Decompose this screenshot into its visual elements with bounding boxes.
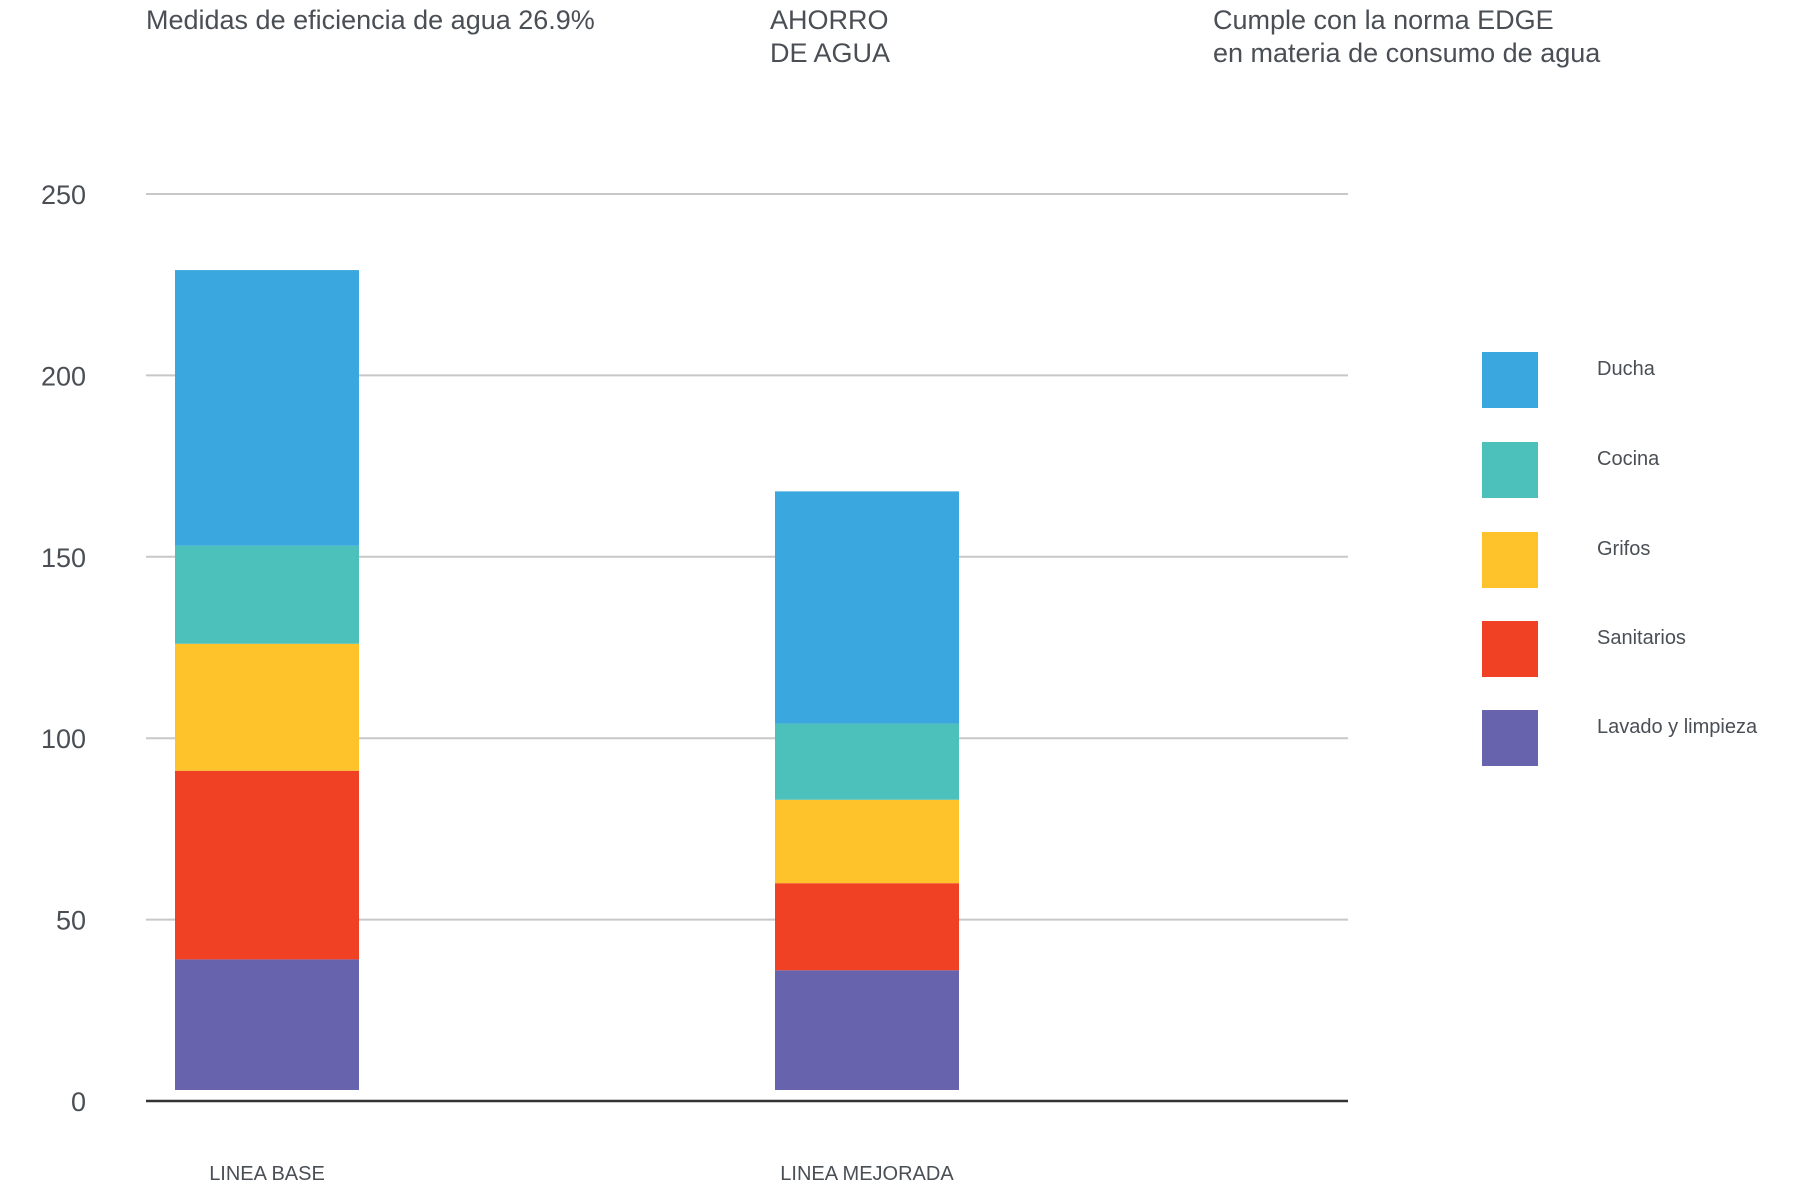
- water-savings-heading: AHORRO DE AGUA: [770, 5, 891, 68]
- y-tick-label: 250: [41, 180, 86, 210]
- y-tick-label: 150: [41, 543, 86, 573]
- bar-segment-sanitarios: [175, 770, 359, 960]
- legend-label: Cocina: [1597, 448, 1660, 470]
- legend-label: Ducha: [1597, 358, 1656, 380]
- x-axis-categories: LINEA BASE LINEA MEJORADA: [209, 1163, 954, 1185]
- efficiency-heading: Medidas de eficiencia de agua 26.9%: [146, 5, 595, 35]
- bar-segment-grifos: [775, 799, 959, 884]
- legend-swatch: [1482, 710, 1538, 766]
- y-tick-label: 50: [56, 906, 86, 936]
- legend-label: Lavado y limpieza: [1597, 716, 1758, 738]
- legend-swatch: [1482, 621, 1538, 677]
- y-tick-label: 0: [71, 1087, 86, 1117]
- compliance-heading: Cumple con la norma EDGE en materia de c…: [1213, 5, 1601, 68]
- x-category-label: LINEA BASE: [209, 1163, 325, 1185]
- legend-swatch: [1482, 442, 1538, 498]
- legend-label: Sanitarios: [1597, 627, 1686, 649]
- bars: [175, 270, 959, 1090]
- bar-segment-lavado-y-limpieza: [775, 970, 959, 1090]
- bar-segment-sanitarios: [775, 883, 959, 971]
- y-axis-ticks: 0 50 100 150 200 250: [41, 180, 86, 1117]
- bar-segment-cocina: [175, 545, 359, 644]
- legend-swatch: [1482, 532, 1538, 588]
- legend-label: Grifos: [1597, 538, 1650, 560]
- y-tick-label: 200: [41, 361, 86, 391]
- bar-segment-grifos: [175, 643, 359, 771]
- x-category-label: LINEA MEJORADA: [780, 1163, 954, 1185]
- bar-segment-cocina: [775, 723, 959, 800]
- bar-segment-lavado-y-limpieza: [175, 959, 359, 1090]
- bar-segment-ducha: [775, 491, 959, 724]
- bar-segment-ducha: [175, 270, 359, 546]
- legend: Ducha Cocina Grifos Sanitarios Lavado y limp…: [1482, 352, 1758, 766]
- y-tick-label: 100: [41, 724, 86, 754]
- legend-swatch: [1482, 352, 1538, 408]
